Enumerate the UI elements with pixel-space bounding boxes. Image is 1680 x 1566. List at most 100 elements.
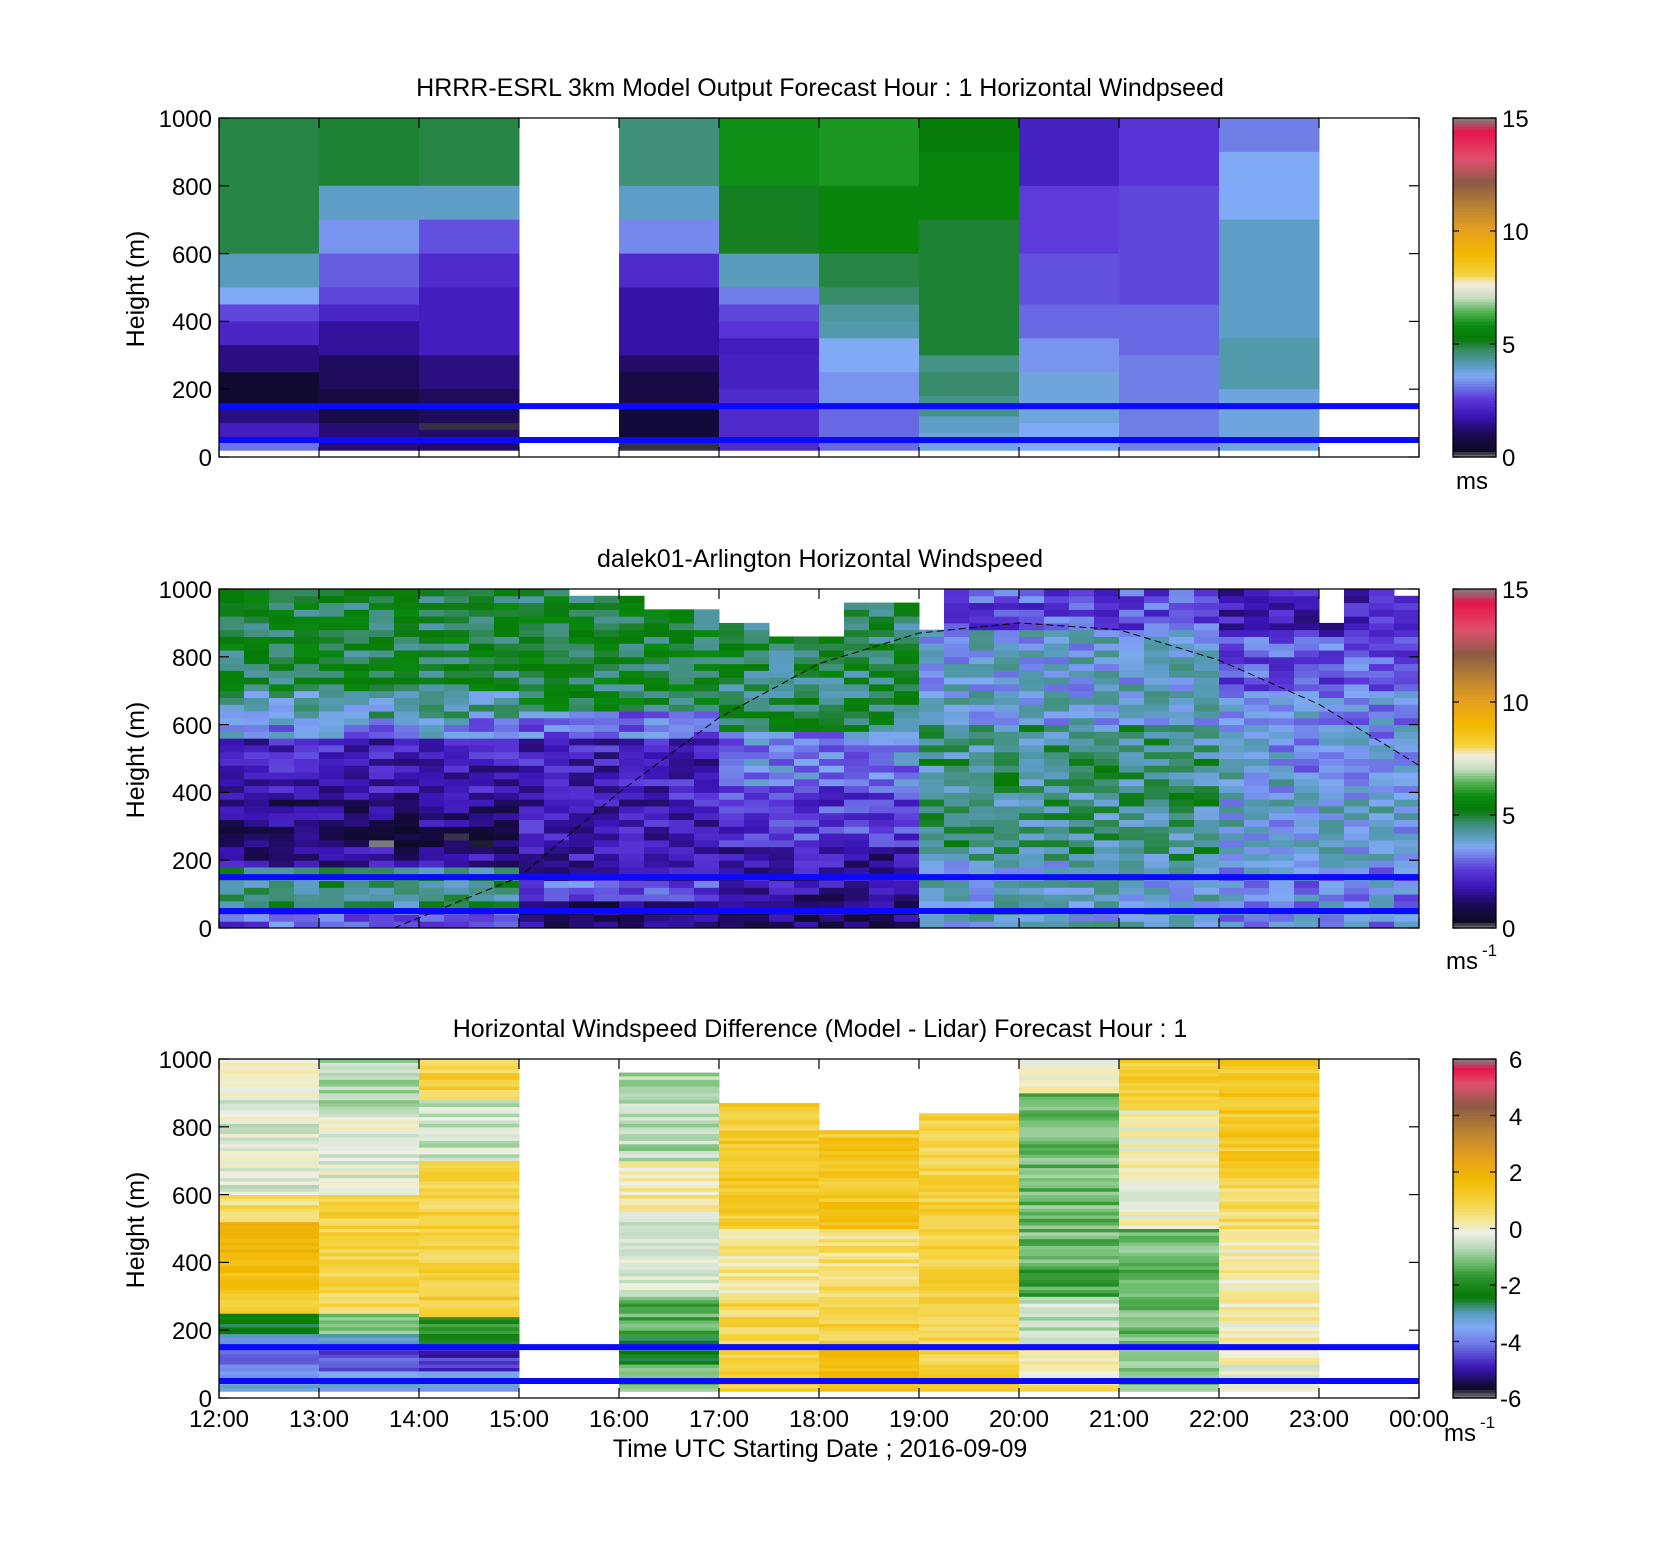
heatmap-cell [719,1184,820,1189]
heatmap-cell [369,616,395,624]
heatmap-cell [844,622,870,631]
heatmap-cell [894,704,920,712]
heatmap-cell [1344,704,1370,712]
heatmap-cell [319,423,420,451]
heatmap-cell [619,826,645,834]
heatmap-cell [519,826,545,834]
heatmap-cell [219,118,320,255]
heatmap-cell [994,833,1020,841]
heatmap-cell [294,683,320,692]
heatmap-cell [369,717,395,726]
heatmap-cell [1194,792,1220,800]
heatmap-cell [219,670,245,678]
heatmap-cell [1219,1157,1320,1162]
heatmap-cell [219,1164,320,1168]
heatmap-cell [369,609,395,617]
colorbar-segment [1453,383,1496,387]
heatmap-cell [969,650,995,658]
heatmap-cell [1219,1096,1320,1101]
heatmap-cell [869,914,895,922]
heatmap-cell [269,772,295,780]
heatmap-cell [319,1306,420,1311]
heatmap-cell [1244,819,1270,827]
heatmap-cell [244,636,270,644]
heatmap-cell [219,758,245,766]
colorbar-segment [1453,628,1496,632]
heatmap-cell [1019,697,1045,705]
heatmap-cell [244,738,270,746]
heatmap-cell [419,1113,520,1118]
heatmap-cell [219,1116,320,1121]
heatmap-cell [1219,1282,1320,1287]
heatmap-cell [1169,636,1195,644]
heatmap-cell [319,833,345,841]
heatmap-cell [419,1235,520,1240]
heatmap-cell [469,629,495,637]
heatmap-cell [1044,799,1070,807]
heatmap-cell [894,724,920,732]
heatmap-cell [544,819,570,827]
heatmap-cell [919,1116,1020,1121]
heatmap-cell [444,629,470,637]
colorbar-segment [1453,290,1496,294]
heatmap-cell [1119,1106,1220,1111]
heatmap-cell [494,731,520,739]
heatmap-cell [219,629,245,637]
heatmap-cell [269,799,295,807]
colorbar-segment [1453,812,1496,816]
heatmap-cell [869,921,895,929]
heatmap-cell [319,1353,420,1358]
heatmap-cell [619,738,645,746]
heatmap-cell [894,758,920,766]
heatmap-cell [219,738,245,746]
heatmap-cell [644,866,670,875]
heatmap-cell [1194,656,1220,665]
heatmap-cell [994,589,1020,597]
colorbar-segment [1453,253,1496,258]
heatmap-cell [894,690,920,698]
heatmap-cell [819,1167,920,1172]
heatmap-cell [994,656,1020,665]
heatmap-cell [719,622,745,631]
heatmap-cell [444,812,470,821]
heatmap-cell [694,629,720,637]
colorbar-segment [1453,386,1496,390]
heatmap-cell [1119,1167,1220,1172]
heatmap-cell [1169,717,1195,726]
heatmap-cell [294,758,320,766]
heatmap-cell [544,792,570,800]
heatmap-cell [519,744,545,753]
heatmap-cell [944,805,970,814]
heatmap-cell [1069,656,1095,665]
heatmap-cell [919,1194,1020,1199]
heatmap-cell [269,636,295,644]
colorbar-segment [1453,871,1496,875]
heatmap-cell [344,819,370,827]
heatmap-cell [794,704,820,712]
heatmap-cell [1019,1082,1120,1087]
heatmap-cell [1119,1336,1220,1341]
heatmap-cell [819,1150,920,1155]
heatmap-cell [994,860,1020,868]
heatmap-cell [419,643,445,651]
heatmap-cell [719,1130,820,1135]
heatmap-cell [294,792,320,800]
heatmap-cell [969,819,995,827]
panel-difference-reference-lines [219,1344,1419,1385]
heatmap-cell [619,185,720,221]
heatmap-cell [619,1238,720,1243]
heatmap-cell [1019,1062,1120,1067]
heatmap-cell [1394,595,1420,604]
heatmap-cell [869,697,895,705]
heatmap-cell [1194,704,1220,712]
colorbar-segment [1453,775,1496,779]
heatmap-cell [1319,711,1345,719]
heatmap-cell [369,839,395,848]
heatmap-cell [1294,785,1320,793]
heatmap-cell [794,772,820,780]
heatmap-cell [644,622,670,631]
heatmap-cell [1019,1059,1120,1063]
heatmap-cell [344,880,370,888]
heatmap-cell [319,1160,420,1165]
heatmap-cell [1344,805,1370,814]
